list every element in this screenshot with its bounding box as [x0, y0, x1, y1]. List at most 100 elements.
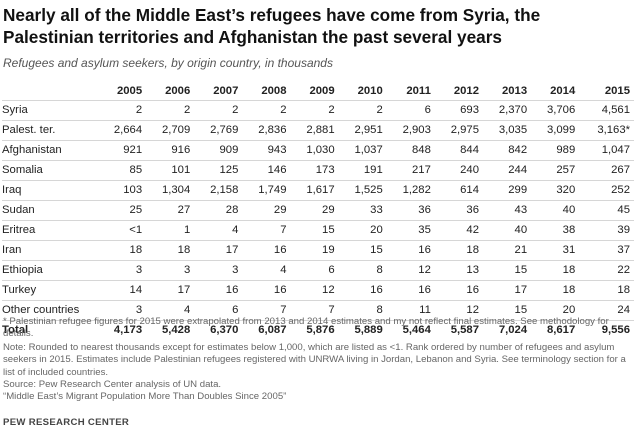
value-cell: 252 [579, 180, 634, 201]
header-year-2008: 2008 [261, 85, 287, 97]
table-header-row: 2005 2006 2007 2008 2009 2010 2011 2012 2013 2014… [2, 82, 634, 101]
total-label: Total [2, 320, 98, 340]
total-cell: 4,173 [98, 320, 147, 340]
value-cell: 1,617 [290, 180, 339, 201]
asterisk-note: * Palestinian refugee figures for 2015 w… [3, 316, 609, 340]
value-cell: 15 [483, 300, 532, 321]
value-cell: 20 [338, 220, 387, 241]
value-cell: <1 [98, 220, 147, 241]
value-cell: 240 [434, 160, 483, 181]
value-cell: 15 [290, 220, 339, 241]
value-cell: 16 [434, 280, 483, 301]
value-cell: 943 [242, 140, 291, 161]
country-label: Somalia [2, 160, 98, 181]
value-cell: 45 [579, 200, 634, 221]
total-cell: 5,889 [338, 320, 387, 340]
header-year-2010: 2010 [357, 85, 383, 97]
country-label: Afghanistan [2, 140, 98, 161]
value-cell: 25 [98, 200, 147, 221]
value-cell: 1,749 [242, 180, 291, 201]
value-cell: 101 [146, 160, 195, 181]
table-row: Palest. ter. 2,664 2,709 2,769 2,836 2,881 2,9… [2, 120, 634, 141]
value-cell: 16 [194, 280, 243, 301]
footer-credit: PEW RESEARCH CENTER [3, 417, 130, 428]
total-cell: 5,464 [386, 320, 435, 340]
value-cell: 2,769 [194, 120, 243, 141]
value-cell: 6 [290, 260, 339, 281]
value-cell: 3 [146, 260, 195, 281]
header-year-2015: 2015 [604, 85, 630, 97]
value-cell: 18 [531, 260, 580, 281]
header-year-2006: 2006 [165, 85, 191, 97]
value-cell: 103 [98, 180, 147, 201]
value-cell: 916 [146, 140, 195, 161]
value-cell: 921 [98, 140, 147, 161]
value-cell: 2,836 [242, 120, 291, 141]
value-cell: 173 [290, 160, 339, 181]
value-cell: 2 [194, 100, 243, 121]
header-year-2005: 2005 [116, 85, 143, 97]
value-cell: 1,282 [386, 180, 435, 201]
value-cell: 15 [338, 240, 387, 261]
refugee-data-table: 2005 2006 2007 2008 2009 2010 2011 2012 2013 2014… [2, 82, 634, 340]
country-label: Ethiopia [2, 260, 98, 281]
header-year-2013: 2013 [501, 85, 528, 97]
value-cell: 844 [434, 140, 483, 161]
source-note: Source: Pew Research Center analysis of … [3, 379, 222, 391]
value-cell: 18 [531, 280, 580, 301]
total-cell: 5,428 [146, 320, 195, 340]
value-cell: 11 [386, 300, 435, 321]
country-label: Palest. ter. [2, 120, 98, 141]
value-cell: 4 [242, 260, 291, 281]
country-label: Iraq [2, 180, 98, 201]
value-cell: 2,158 [194, 180, 243, 201]
value-cell: 320 [531, 180, 580, 201]
value-cell: 7 [290, 300, 339, 321]
value-cell: 2 [242, 100, 291, 121]
total-row: Total 4,173 5,428 6,370 6,087 5,876 5,889 5,464… [2, 320, 634, 340]
value-cell: 2,709 [146, 120, 195, 141]
value-cell: 18 [579, 280, 634, 301]
table-row: Afghanistan 921 916 909 943 1,030 1,037 848 844 8… [2, 140, 634, 161]
value-cell: 4,561 [579, 100, 634, 121]
value-cell: 7 [242, 300, 291, 321]
value-cell: 614 [434, 180, 483, 201]
value-cell: 4 [194, 220, 243, 241]
value-cell: 38 [531, 220, 580, 241]
value-cell: 16 [386, 280, 435, 301]
value-cell: 17 [194, 240, 243, 261]
country-label: Other countries [2, 300, 98, 321]
value-cell: 989 [531, 140, 580, 161]
value-cell: 267 [579, 160, 634, 181]
header-year-2007: 2007 [213, 85, 239, 97]
value-cell: 19 [290, 240, 339, 261]
value-cell: 18 [98, 240, 147, 261]
chart-subtitle: Refugees and asylum seekers, by origin c… [3, 56, 333, 70]
value-cell: 3 [98, 300, 147, 321]
value-cell: 2 [98, 100, 147, 121]
value-cell: 848 [386, 140, 435, 161]
value-cell: 40 [483, 220, 532, 241]
value-cell: 3,706 [531, 100, 580, 121]
value-cell: 2,370 [483, 100, 532, 121]
value-cell: 2 [290, 100, 339, 121]
value-cell: 1,047 [579, 140, 634, 161]
value-cell: 17 [146, 280, 195, 301]
value-cell: 2,903 [386, 120, 435, 141]
value-cell: 1 [146, 220, 195, 241]
header-year-2009: 2009 [309, 85, 335, 97]
value-cell: 8 [338, 300, 387, 321]
value-cell: 146 [242, 160, 291, 181]
value-cell: 2,951 [338, 120, 387, 141]
value-cell: 3 [98, 260, 147, 281]
value-cell: 3,035 [483, 120, 532, 141]
total-cell: 5,876 [290, 320, 339, 340]
value-cell: 17 [483, 280, 532, 301]
value-cell: 3,099 [531, 120, 580, 141]
value-cell: 299 [483, 180, 532, 201]
value-cell: 24 [579, 300, 634, 321]
value-cell: 12 [386, 260, 435, 281]
value-cell: 18 [434, 240, 483, 261]
header-year-2011: 2011 [406, 85, 431, 97]
value-cell: 42 [434, 220, 483, 241]
